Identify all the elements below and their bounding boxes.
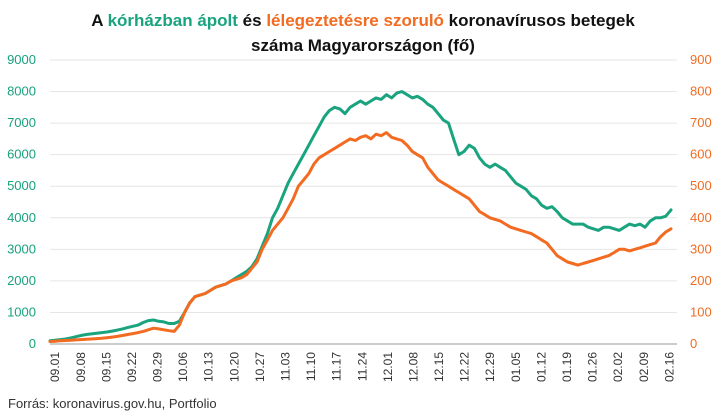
left-axis-ticks: 0 1000 2000 3000 4000 5000 6000 7000 8000 9000 [7,52,36,351]
x-tick-label: 10.20 [227,352,241,382]
x-tick-label: 11.24 [355,352,369,381]
x-tick-label: 01.19 [560,352,574,382]
x-tick-label: 09.08 [74,352,88,382]
left-tick-label: 1000 [7,304,36,319]
left-tick-label: 8000 [7,84,36,99]
left-tick-label: 7000 [7,115,36,130]
right-tick-label: 400 [690,210,712,225]
chart-title: A kórházban ápolt és lélegeztetésre szor… [0,8,726,58]
right-axis-ticks: 0 100 200 300 400 500 600 700 800 900 [690,52,712,351]
right-tick-label: 100 [690,304,712,319]
x-tick-label: 10.27 [253,352,267,382]
right-tick-label: 300 [690,241,712,256]
right-tick-label: 900 [690,52,712,67]
title-series-hospital: kórházban ápolt [107,11,238,30]
left-tick-label: 9000 [7,52,36,67]
right-tick-label: 800 [690,84,712,99]
x-tick-label: 09.29 [151,352,165,382]
title-line-2: száma Magyarországon (fő) [251,36,475,55]
right-tick-label: 0 [690,336,697,351]
x-tick-label: 09.15 [99,352,113,382]
x-tick-label: 02.02 [611,352,625,382]
left-tick-label: 0 [29,336,36,351]
x-tick-label: 09.01 [48,352,62,382]
x-tick-label: 01.12 [534,352,548,382]
left-tick-label: 2000 [7,273,36,288]
x-tick-label: 11.17 [330,352,344,381]
left-tick-label: 4000 [7,210,36,225]
x-tick-label: 10.13 [202,352,216,382]
x-tick-label: 02.16 [662,352,676,382]
x-tick-label: 11.03 [279,352,293,381]
x-tick-label: 01.26 [586,352,600,382]
x-tick-label: 01.05 [509,352,523,382]
x-tick-label: 09.22 [125,352,139,382]
source-note: Forrás: koronavirus.gov.hu, Portfolio [8,396,217,411]
x-tick-label: 12.15 [432,352,446,382]
x-axis-ticks: 09.01 09.08 09.15 09.22 09.29 10.06 10.13 10.20… [48,352,676,382]
title-line-1: A kórházban ápolt és lélegeztetésre szor… [0,8,726,33]
title-prefix: A [91,11,108,30]
x-tick-label: 12.08 [406,352,420,382]
x-tick-label: 10.06 [176,352,190,382]
title-connector: és [237,11,267,30]
title-suffix: koronavírusos betegek [443,11,635,30]
series-line-hospital [48,90,673,343]
x-tick-label: 12.01 [381,352,395,382]
right-tick-label: 200 [690,273,712,288]
right-tick-label: 700 [690,115,712,130]
x-tick-label: 11.10 [304,352,318,381]
x-tick-label: 12.22 [458,352,472,382]
right-tick-label: 500 [690,178,712,193]
left-tick-label: 6000 [7,147,36,162]
x-tick-label: 12.29 [483,352,497,382]
right-tick-label: 600 [690,147,712,162]
left-tick-label: 3000 [7,241,36,256]
left-tick-label: 5000 [7,178,36,193]
gridlines [50,59,677,345]
title-series-ventilator: lélegeztetésre szoruló [266,11,444,30]
series-line-ventilator [48,131,673,343]
x-tick-label: 02.09 [637,352,651,382]
series-lines [48,90,673,343]
